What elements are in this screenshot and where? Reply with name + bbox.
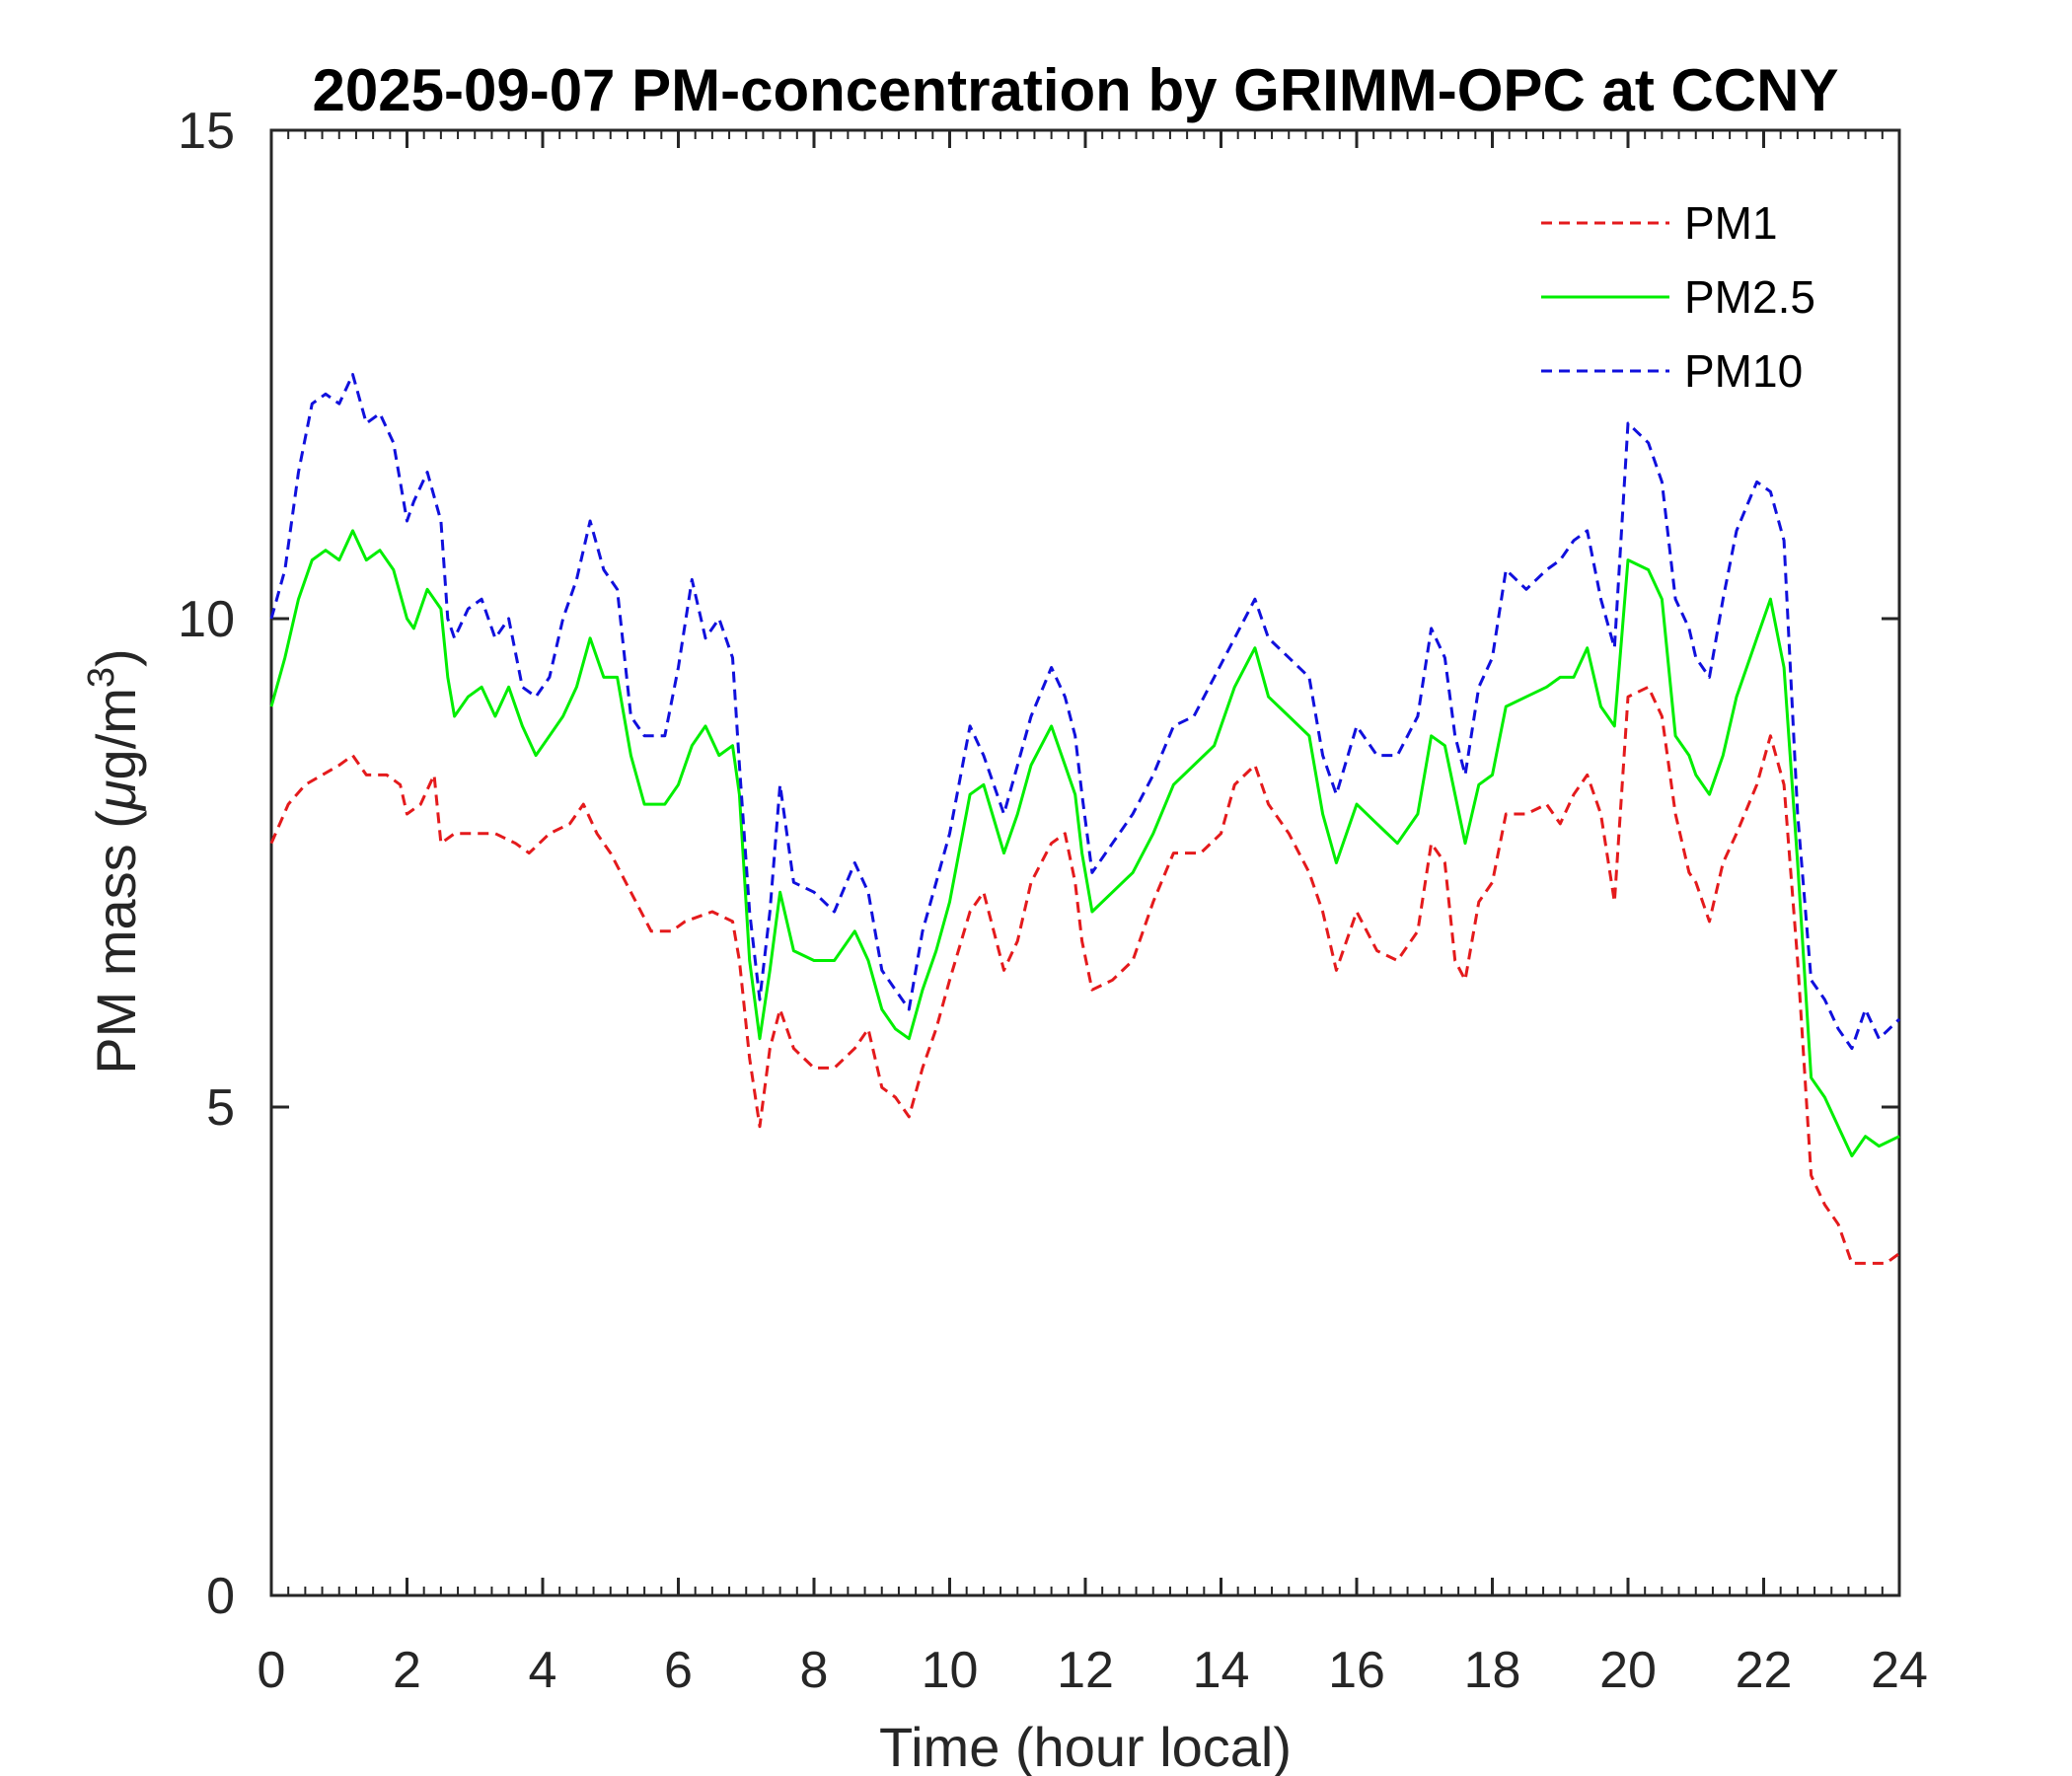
x-tick-label: 20 bbox=[1599, 1642, 1657, 1699]
y-tick-label: 15 bbox=[178, 103, 235, 160]
series-lines bbox=[269, 373, 1901, 1265]
x-tick-label: 12 bbox=[1057, 1642, 1114, 1699]
x-tick-label: 24 bbox=[1871, 1642, 1928, 1699]
x-tick-label: 10 bbox=[922, 1642, 979, 1699]
x-tick-label: 4 bbox=[529, 1642, 557, 1699]
y-tick-labels: 0 5 10 15 bbox=[178, 103, 235, 1625]
x-tick-labels: 0 2 4 6 8 10 12 14 16 18 20 22 24 bbox=[258, 1642, 1928, 1699]
x-tick-label: 0 bbox=[258, 1642, 286, 1699]
y-axis-label-prefix: PM mass ( bbox=[85, 810, 147, 1074]
x-tick-label: 18 bbox=[1464, 1642, 1521, 1699]
x-tick-label: 2 bbox=[393, 1642, 421, 1699]
y-tick-label: 5 bbox=[206, 1079, 235, 1137]
x-tick-label: 16 bbox=[1328, 1642, 1385, 1699]
legend-label-pm10: PM10 bbox=[1684, 345, 1803, 397]
series-line-pm1 bbox=[269, 685, 1900, 1265]
plot-area bbox=[269, 128, 1901, 1597]
x-tick-label: 22 bbox=[1736, 1642, 1793, 1699]
y-axis-label: PM mass (μg/m3) bbox=[81, 648, 147, 1073]
series-line-pm25 bbox=[269, 529, 1900, 1157]
y-tick-label: 0 bbox=[206, 1568, 235, 1625]
chart-title: 2025-09-07 PM-concentration by GRIMM-OPC… bbox=[313, 57, 1839, 123]
x-tick-label: 14 bbox=[1193, 1642, 1250, 1699]
series-line-pm10 bbox=[269, 373, 1901, 1051]
x-tick-label: 6 bbox=[664, 1642, 693, 1699]
legend-label-pm25: PM2.5 bbox=[1684, 271, 1815, 323]
legend-label-pm1: PM1 bbox=[1684, 197, 1778, 249]
y-axis-label-unit: g/m bbox=[85, 688, 147, 779]
y-tick-label: 10 bbox=[178, 591, 235, 648]
x-minor-ticks bbox=[287, 130, 1884, 1595]
x-tick-label: 8 bbox=[800, 1642, 829, 1699]
axis-ticks bbox=[269, 128, 1901, 1597]
legend: PM1 PM2.5 PM10 bbox=[1541, 197, 1815, 397]
x-axis-label: Time (hour local) bbox=[879, 1716, 1292, 1776]
y-axis-label-mu: μ bbox=[85, 779, 147, 812]
y-axis-label-suffix: ) bbox=[85, 648, 147, 667]
y-axis-label-superscript: 3 bbox=[81, 667, 122, 688]
